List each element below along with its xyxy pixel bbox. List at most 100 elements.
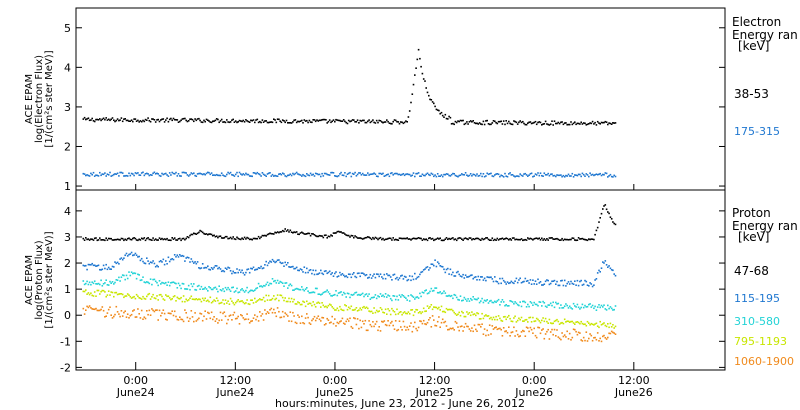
electron-point xyxy=(104,118,106,121)
proton-point xyxy=(91,294,93,297)
proton-point xyxy=(435,265,438,268)
proton-point xyxy=(86,280,88,283)
proton-point xyxy=(420,295,422,298)
proton-point xyxy=(297,269,299,272)
electron-legend-title-3: [keV] xyxy=(738,39,769,53)
proton-point xyxy=(342,274,345,277)
proton-point xyxy=(571,282,574,285)
electron-point xyxy=(88,175,91,177)
proton-point xyxy=(477,275,480,278)
proton-point xyxy=(455,239,458,242)
electron-point xyxy=(444,173,447,176)
electron-point xyxy=(283,173,285,175)
proton-point xyxy=(102,309,105,312)
proton-point xyxy=(113,283,115,285)
electron-point xyxy=(129,120,132,122)
electron-point xyxy=(485,175,487,177)
proton-point xyxy=(162,238,165,241)
proton-point xyxy=(228,267,231,269)
electron-point xyxy=(524,172,527,175)
electron-point xyxy=(213,174,215,176)
proton-point xyxy=(279,316,281,319)
proton-point xyxy=(473,298,476,300)
proton-point xyxy=(480,276,482,278)
proton-point xyxy=(256,237,259,240)
proton-point xyxy=(255,301,257,303)
electron-point xyxy=(610,175,613,178)
proton-point xyxy=(198,267,200,269)
proton-point xyxy=(134,316,137,318)
proton-point xyxy=(555,301,557,304)
proton-point xyxy=(515,277,518,280)
proton-point xyxy=(509,300,511,302)
proton-point xyxy=(88,239,91,241)
electron-point xyxy=(581,123,584,125)
proton-point xyxy=(444,320,447,323)
electron-point xyxy=(596,120,599,123)
electron-point xyxy=(114,120,116,123)
proton-point xyxy=(326,272,328,275)
proton-point xyxy=(600,323,603,326)
electron-point xyxy=(461,119,463,122)
proton-point xyxy=(191,285,194,288)
proton-point xyxy=(529,316,532,319)
proton-ylabel-line1: ACE EPAM xyxy=(24,255,35,305)
proton-point xyxy=(524,319,527,321)
proton-point xyxy=(410,294,412,296)
proton-point xyxy=(331,295,333,297)
proton-point xyxy=(358,293,360,296)
electron-point xyxy=(598,122,600,124)
electron-point xyxy=(83,116,86,119)
proton-point xyxy=(555,319,557,322)
proton-point xyxy=(327,319,330,321)
electron-point xyxy=(172,117,175,120)
proton-point xyxy=(151,308,153,310)
proton-point xyxy=(450,294,453,297)
proton-point xyxy=(186,299,189,302)
electron-point xyxy=(482,120,485,123)
electron-point xyxy=(302,122,304,124)
proton-point xyxy=(496,328,499,331)
proton-point xyxy=(381,295,383,297)
electron-point xyxy=(506,175,509,178)
proton-point xyxy=(502,238,505,241)
proton-point xyxy=(579,322,581,325)
proton-point xyxy=(280,294,283,297)
proton-point xyxy=(572,328,575,331)
proton-point xyxy=(213,266,215,269)
electron-point xyxy=(267,172,270,175)
proton-point xyxy=(463,296,466,299)
proton-point xyxy=(532,304,534,306)
proton-point xyxy=(142,238,144,240)
proton-point xyxy=(398,320,401,322)
proton-point xyxy=(100,308,102,311)
electron-point xyxy=(551,120,553,122)
proton-point xyxy=(557,320,560,323)
proton-point xyxy=(218,285,220,287)
y-tick-label: 3 xyxy=(64,231,71,244)
proton-point xyxy=(172,258,175,261)
proton-point xyxy=(323,306,326,308)
proton-point xyxy=(434,287,436,289)
x-tick-time: 0:00 xyxy=(323,374,348,387)
proton-point xyxy=(585,306,588,308)
proton-point xyxy=(289,229,292,232)
proton-point xyxy=(308,302,311,305)
proton-point xyxy=(440,321,443,324)
proton-point xyxy=(534,320,537,322)
electron-point xyxy=(254,121,256,124)
proton-point xyxy=(326,289,328,291)
electron-point xyxy=(330,121,332,124)
proton-point xyxy=(568,283,571,285)
electron-point xyxy=(270,175,273,177)
electron-point xyxy=(317,173,320,176)
electron-point xyxy=(381,121,383,123)
electron-point xyxy=(313,175,316,177)
proton-point xyxy=(382,311,384,314)
proton-point xyxy=(138,297,140,299)
electron-point xyxy=(450,173,453,176)
proton-point xyxy=(250,299,252,301)
proton-point xyxy=(463,315,466,318)
electron-point xyxy=(472,173,474,176)
proton-point xyxy=(166,319,168,321)
